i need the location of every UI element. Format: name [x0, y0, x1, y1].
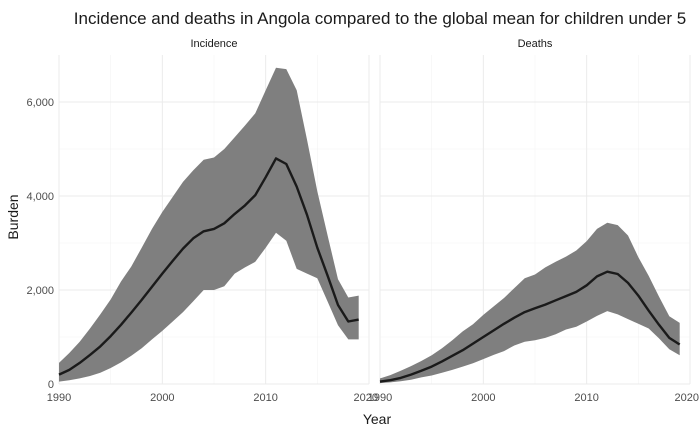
x-tick-label: 2020 — [354, 392, 378, 404]
deaths-mean-line — [379, 270, 681, 383]
y-axis-title: Burden — [5, 194, 21, 239]
x-tick-label: 1990 — [47, 392, 71, 404]
y-tick-label: 2,000 — [26, 285, 54, 297]
x-tick-label: 2000 — [150, 392, 174, 404]
chart-title: Incidence and deaths in Angola compared … — [74, 9, 686, 28]
x-tick-label: 2020 — [675, 392, 699, 404]
deaths-uncertainty-band — [380, 222, 680, 384]
panel-label-deaths: Deaths — [518, 38, 553, 50]
x-tick-label: 2010 — [574, 392, 598, 404]
panel-deaths: Deaths 1990 2000 2010 2020 — [368, 38, 699, 404]
panel-label-incidence: Incidence — [190, 38, 237, 50]
incidence-uncertainty-band — [59, 67, 359, 382]
x-tick-label: 1990 — [368, 392, 392, 404]
x-tick-label: 2000 — [471, 392, 495, 404]
incidence-mean-line — [58, 157, 359, 376]
x-axis-title: Year — [363, 411, 392, 427]
y-tick-label: 6,000 — [26, 97, 54, 109]
x-tick-label: 2010 — [253, 392, 277, 404]
y-tick-label: 0 — [48, 379, 54, 391]
panel-incidence: Incidence 1990 2000 2010 2020 0 2,000 4,000 6,00… — [26, 38, 378, 404]
y-tick-label: 4,000 — [26, 191, 54, 203]
